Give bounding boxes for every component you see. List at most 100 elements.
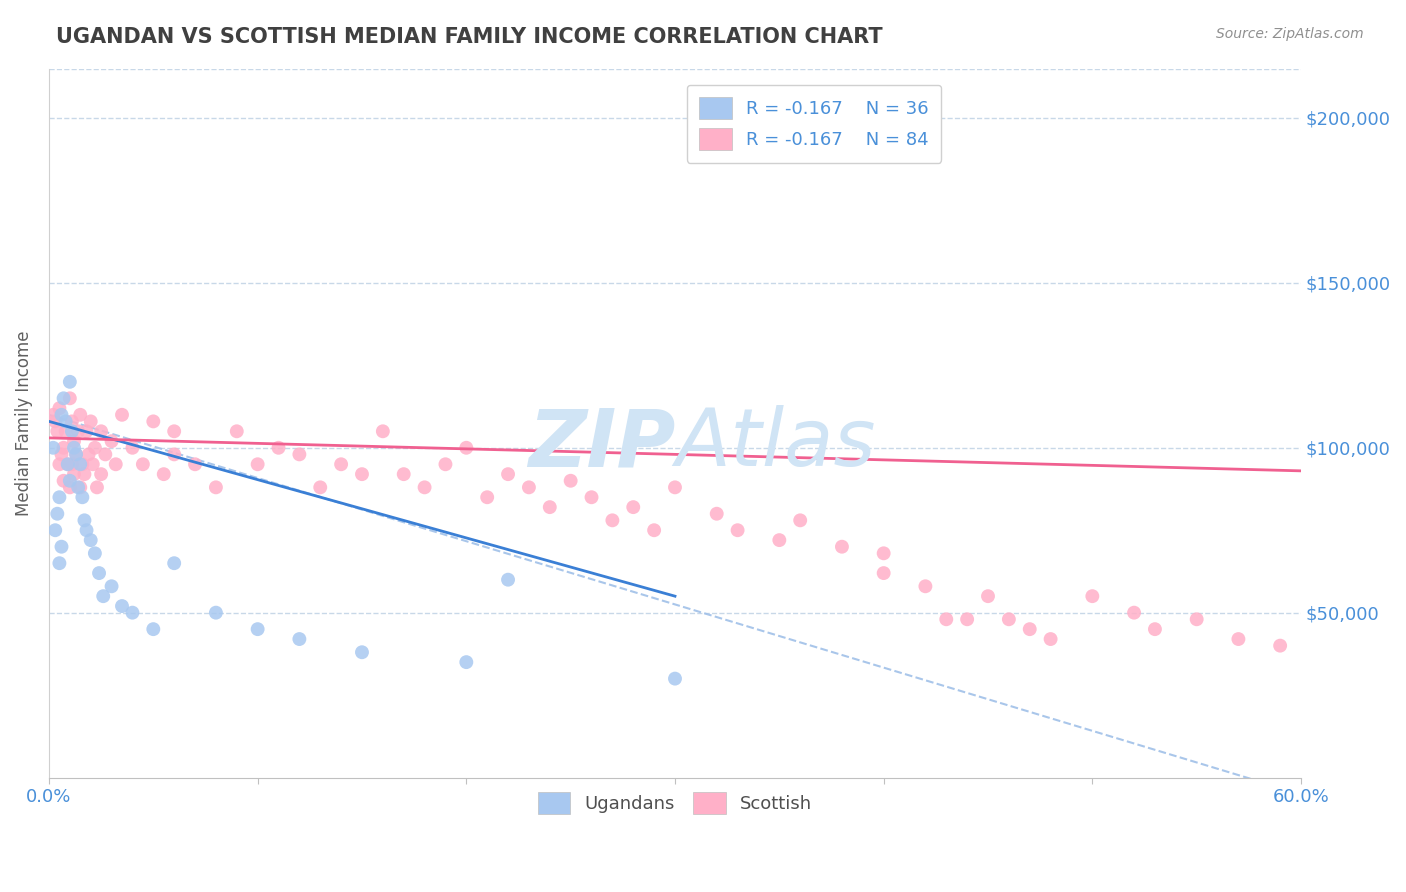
Y-axis label: Median Family Income: Median Family Income — [15, 330, 32, 516]
Point — [768, 533, 790, 548]
Point — [44, 523, 66, 537]
Point — [42, 408, 65, 422]
Point — [998, 612, 1021, 626]
Point — [91, 589, 114, 603]
Point — [82, 457, 104, 471]
Point — [560, 474, 582, 488]
Point — [831, 540, 853, 554]
Point — [63, 434, 86, 449]
Point — [87, 566, 110, 580]
Point — [956, 612, 979, 626]
Point — [52, 441, 75, 455]
Point — [1018, 622, 1040, 636]
Point — [350, 467, 373, 482]
Point — [267, 441, 290, 455]
Point — [142, 414, 165, 428]
Point — [48, 457, 70, 471]
Point — [44, 414, 66, 428]
Point — [48, 490, 70, 504]
Point — [46, 507, 69, 521]
Text: ZIP: ZIP — [527, 405, 675, 483]
Point — [1039, 632, 1062, 646]
Point — [90, 467, 112, 482]
Point — [581, 490, 603, 504]
Point — [246, 457, 269, 471]
Point — [69, 480, 91, 494]
Point — [94, 447, 117, 461]
Point — [727, 523, 749, 537]
Point — [1123, 606, 1146, 620]
Point — [246, 622, 269, 636]
Point — [664, 480, 686, 494]
Point — [205, 606, 228, 620]
Point — [163, 556, 186, 570]
Point — [309, 480, 332, 494]
Point — [76, 523, 98, 537]
Point — [872, 546, 894, 560]
Point — [392, 467, 415, 482]
Point — [1227, 632, 1250, 646]
Point — [51, 447, 73, 461]
Point — [413, 480, 436, 494]
Point — [86, 480, 108, 494]
Point — [90, 425, 112, 439]
Point — [350, 645, 373, 659]
Point — [288, 632, 311, 646]
Point — [65, 447, 87, 461]
Point — [100, 579, 122, 593]
Point — [872, 566, 894, 580]
Point — [63, 467, 86, 482]
Point — [184, 457, 207, 471]
Point — [538, 500, 561, 515]
Point — [914, 579, 936, 593]
Point — [52, 392, 75, 406]
Point — [52, 474, 75, 488]
Point — [496, 467, 519, 482]
Point — [69, 457, 91, 471]
Point — [288, 447, 311, 461]
Point — [83, 441, 105, 455]
Point — [72, 457, 94, 471]
Point — [477, 490, 499, 504]
Point — [163, 447, 186, 461]
Point — [59, 474, 82, 488]
Point — [121, 606, 143, 620]
Point — [664, 672, 686, 686]
Point — [706, 507, 728, 521]
Point — [60, 414, 83, 428]
Point — [60, 457, 83, 471]
Point — [104, 457, 127, 471]
Point — [72, 490, 94, 504]
Point — [59, 375, 82, 389]
Point — [56, 457, 79, 471]
Point — [48, 401, 70, 416]
Point — [602, 513, 624, 527]
Point — [51, 540, 73, 554]
Point — [60, 425, 83, 439]
Point — [371, 425, 394, 439]
Point — [63, 441, 86, 455]
Point — [1268, 639, 1291, 653]
Legend: Ugandans, Scottish: Ugandans, Scottish — [527, 781, 823, 825]
Point — [1143, 622, 1166, 636]
Point — [205, 480, 228, 494]
Point — [76, 425, 98, 439]
Point — [42, 441, 65, 455]
Point — [69, 408, 91, 422]
Point — [456, 655, 478, 669]
Point — [163, 425, 186, 439]
Point — [142, 622, 165, 636]
Point — [56, 457, 79, 471]
Text: UGANDAN VS SCOTTISH MEDIAN FAMILY INCOME CORRELATION CHART: UGANDAN VS SCOTTISH MEDIAN FAMILY INCOME… — [56, 27, 883, 46]
Point — [80, 533, 103, 548]
Point — [100, 434, 122, 449]
Point — [496, 573, 519, 587]
Point — [55, 414, 77, 428]
Point — [1081, 589, 1104, 603]
Point — [643, 523, 665, 537]
Point — [111, 408, 134, 422]
Point — [225, 425, 247, 439]
Point — [83, 546, 105, 560]
Point — [77, 447, 100, 461]
Point — [330, 457, 353, 471]
